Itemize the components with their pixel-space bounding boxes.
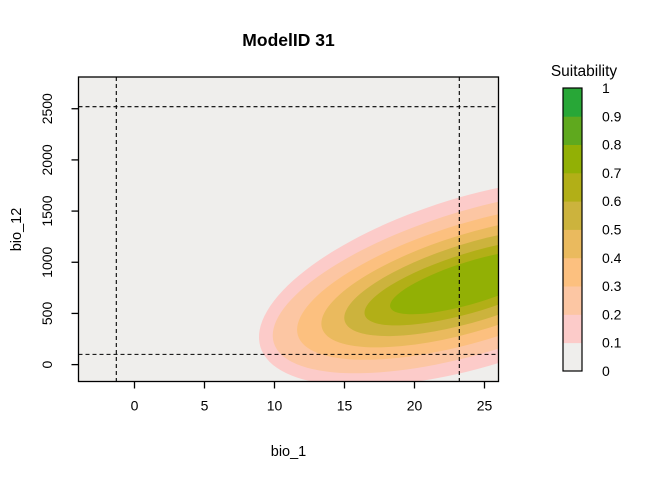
legend-tick-label: 0.6	[602, 193, 622, 209]
y-tick-label: 2500	[39, 93, 55, 124]
x-tick-label: 5	[201, 398, 209, 414]
legend-band-0.1-0.2	[563, 314, 582, 344]
y-tick-label: 2000	[39, 144, 55, 175]
legend-band-0-0.1	[563, 342, 582, 372]
x-axis: 0 5 10 15 20 25	[131, 381, 493, 414]
legend-band-0.5-0.6	[563, 201, 582, 230]
x-tick-label: 15	[337, 398, 353, 414]
legend-band-0.6-0.7	[563, 172, 582, 202]
legend-tick-label: 0	[602, 363, 610, 379]
x-tick-label: 20	[407, 398, 423, 414]
legend-border	[562, 87, 583, 372]
legend-title: Suitability	[551, 63, 618, 80]
legend-tick-label: 1	[602, 80, 610, 96]
legend-band-0.2-0.3	[563, 286, 582, 315]
plot-frame	[77, 76, 500, 383]
y-tick-label: 500	[39, 302, 55, 326]
legend-band-0.3-0.4	[563, 257, 582, 287]
chart-title: ModelID 31	[242, 30, 335, 50]
legend-tick-label: 0.5	[602, 222, 622, 238]
legend-colorbar: 0 0.1 0.2 0.3 0.4 0.5 0.6 0.7 0.8 0.9 1	[562, 80, 622, 379]
y-tick-label: 0	[39, 361, 55, 369]
legend-band-0.7-0.8	[563, 144, 582, 174]
legend-band-0.8-0.9	[563, 116, 582, 145]
legend-tick-label: 0.9	[602, 108, 622, 124]
reference-dashed-lines	[78, 77, 499, 382]
plot-border	[77, 76, 500, 383]
y-axis: 0 500 1000 1500 2000 2500	[39, 93, 79, 369]
x-tick-label: 25	[477, 398, 493, 414]
legend-tick-label: 0.7	[602, 165, 622, 181]
contour-bands	[258, 177, 499, 382]
contour-band-0.7	[390, 249, 499, 315]
y-tick-label: 1000	[39, 246, 55, 277]
x-tick-label: 0	[131, 398, 139, 414]
legend-tick-label: 0.2	[602, 306, 622, 322]
legend-band-0.9-1	[563, 88, 582, 117]
legend-tick-label: 0.4	[602, 250, 622, 266]
x-tick-label: 10	[267, 398, 283, 414]
legend-tick-label: 0.8	[602, 137, 622, 153]
legend-band-0.4-0.5	[563, 229, 582, 259]
y-tick-label: 1500	[39, 195, 55, 226]
legend-tick-label: 0.1	[602, 335, 622, 351]
x-axis-title: bio_1	[271, 444, 306, 460]
y-axis-title: bio_12	[9, 208, 25, 252]
legend-tick-label: 0.3	[602, 278, 622, 294]
